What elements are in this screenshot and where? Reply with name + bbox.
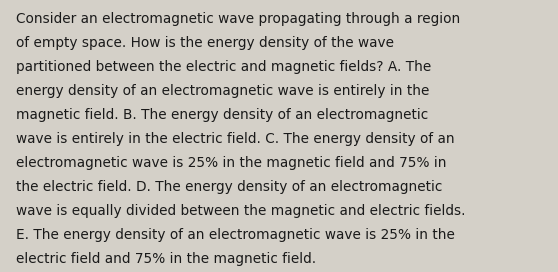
- Text: electromagnetic wave is 25% in the magnetic field and 75% in: electromagnetic wave is 25% in the magne…: [16, 156, 446, 170]
- Text: electric field and 75% in the magnetic field.: electric field and 75% in the magnetic f…: [16, 252, 316, 265]
- Text: E. The energy density of an electromagnetic wave is 25% in the: E. The energy density of an electromagne…: [16, 228, 455, 242]
- Text: of empty space. How is the energy density of the wave: of empty space. How is the energy densit…: [16, 36, 393, 50]
- Text: energy density of an electromagnetic wave is entirely in the: energy density of an electromagnetic wav…: [16, 84, 429, 98]
- Text: magnetic field. B. The energy density of an electromagnetic: magnetic field. B. The energy density of…: [16, 108, 428, 122]
- Text: the electric field. D. The energy density of an electromagnetic: the electric field. D. The energy densit…: [16, 180, 442, 194]
- Text: Consider an electromagnetic wave propagating through a region: Consider an electromagnetic wave propaga…: [16, 12, 460, 26]
- Text: wave is equally divided between the magnetic and electric fields.: wave is equally divided between the magn…: [16, 204, 465, 218]
- Text: partitioned between the electric and magnetic fields? A. The: partitioned between the electric and mag…: [16, 60, 431, 74]
- Text: wave is entirely in the electric field. C. The energy density of an: wave is entirely in the electric field. …: [16, 132, 454, 146]
